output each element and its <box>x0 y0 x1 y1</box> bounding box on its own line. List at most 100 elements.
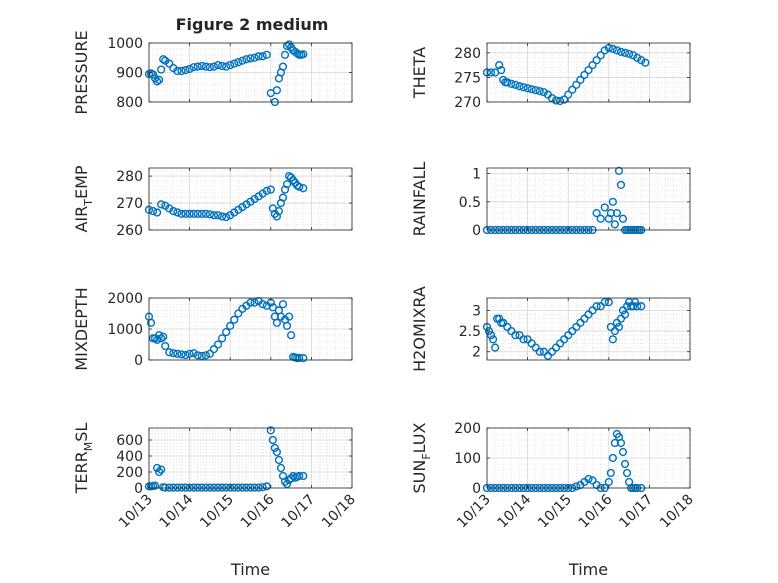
data-point <box>165 348 174 357</box>
data-point <box>287 331 296 340</box>
data-series <box>483 298 646 360</box>
data-point <box>620 459 630 469</box>
axes-box <box>486 42 691 103</box>
data-point <box>592 208 601 218</box>
x-tick-label: 10/16 <box>238 491 278 531</box>
data-point <box>511 80 520 89</box>
y-tick-label: 270 <box>116 196 143 212</box>
data-point <box>299 50 308 59</box>
y-tick-label: 1000 <box>107 322 143 338</box>
y-tick-label: 260 <box>116 223 143 239</box>
data-point <box>254 52 263 61</box>
panel-mixdepth: 0 1000 2000 MIXDEPTH <box>72 287 353 371</box>
data-point <box>584 310 593 319</box>
data-point <box>547 93 557 103</box>
data-series <box>145 40 308 106</box>
data-point <box>616 314 626 323</box>
data-point <box>523 335 532 344</box>
data-point <box>608 44 617 54</box>
data-point <box>497 65 506 75</box>
data-point <box>270 443 279 453</box>
data-point <box>564 90 573 99</box>
data-point <box>173 208 182 217</box>
axes-background <box>487 298 690 360</box>
x-tick-label: 10/17 <box>278 492 318 532</box>
data-point <box>274 455 284 465</box>
data-point <box>495 314 504 323</box>
data-point <box>486 68 496 77</box>
data-point <box>616 47 626 56</box>
data-point <box>596 302 605 311</box>
data-point <box>608 197 617 206</box>
data-point <box>600 203 609 212</box>
data-point <box>610 220 619 229</box>
y-tick-label: 200 <box>116 465 143 481</box>
y-tick-label: 1000 <box>107 36 143 52</box>
data-point <box>222 62 231 71</box>
data-point <box>564 331 573 340</box>
data-point <box>299 471 308 481</box>
data-point <box>181 350 190 360</box>
y-tick-label: 2 <box>472 345 481 361</box>
data-point <box>618 447 628 457</box>
data-point <box>488 335 498 344</box>
data-point <box>299 354 308 363</box>
data-point <box>620 48 630 57</box>
data-point <box>181 209 190 218</box>
y-axis-label: PRESSURE <box>72 30 91 114</box>
data-point <box>580 70 589 80</box>
y-tick-label: 270 <box>454 95 481 111</box>
data-point <box>280 477 290 486</box>
y-tick-label: 2000 <box>107 291 143 307</box>
data-point <box>519 83 528 92</box>
axes-box <box>148 167 353 231</box>
data-point <box>278 193 288 202</box>
data-point <box>177 350 186 359</box>
data-point <box>295 471 304 481</box>
data-point <box>620 310 630 319</box>
data-point <box>499 318 508 327</box>
data-point <box>272 86 281 95</box>
y-axis-label-subscript: M <box>82 442 95 452</box>
data-point <box>258 52 267 61</box>
data-point <box>612 318 622 327</box>
y-tick-label: 280 <box>116 169 143 185</box>
data-point <box>157 65 166 74</box>
y-axis-label: RAINFALL <box>410 162 429 237</box>
data-point <box>148 207 158 216</box>
data-point <box>201 209 210 218</box>
data-point <box>511 331 520 340</box>
y-axis-label: H2OMIXRA <box>410 286 429 372</box>
data-point <box>622 468 632 478</box>
data-point <box>262 482 271 491</box>
data-point <box>580 314 589 323</box>
data-point <box>535 347 544 356</box>
x-tick-label: 10/14 <box>495 491 535 531</box>
data-point <box>568 85 577 94</box>
data-point <box>572 482 581 491</box>
data-point <box>282 321 292 331</box>
y-tick-label: 0 <box>134 481 143 497</box>
x-tick-label: 10/17 <box>616 492 656 532</box>
y-axis-label: SUNFLUX <box>410 422 433 493</box>
data-point <box>177 209 186 218</box>
data-point <box>250 53 259 62</box>
data-point <box>209 211 219 220</box>
data-point <box>499 75 508 84</box>
data-point <box>618 214 628 223</box>
data-point <box>230 59 239 68</box>
y-tick-label: 800 <box>116 95 143 111</box>
data-point <box>159 332 168 341</box>
data-point <box>608 335 617 344</box>
x-tick-label: 10/13 <box>454 492 494 532</box>
data-point <box>272 447 281 457</box>
data-point <box>278 300 288 309</box>
data-point <box>600 298 609 307</box>
data-point <box>272 212 281 221</box>
data-point <box>169 349 178 358</box>
data-point <box>633 53 642 62</box>
data-point <box>616 438 626 448</box>
data-point <box>535 87 544 96</box>
x-tick-label: 10/13 <box>116 492 156 532</box>
axes-background <box>487 168 690 230</box>
